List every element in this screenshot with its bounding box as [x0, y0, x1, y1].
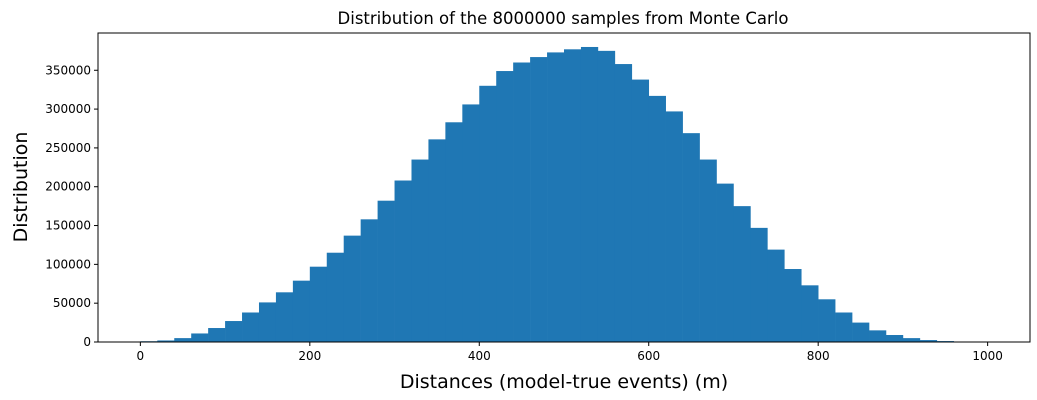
histogram-bar	[902, 338, 921, 342]
y-axis-label: Distribution	[10, 132, 32, 243]
x-tick-label: 400	[468, 349, 491, 363]
histogram-bar	[699, 159, 717, 342]
histogram-bar	[767, 249, 785, 342]
histogram-bar	[665, 111, 683, 342]
x-axis: 0 200 400 600 800 1000	[137, 342, 1003, 363]
histogram-bar	[513, 62, 531, 343]
histogram-bar	[428, 139, 446, 342]
histogram-bar	[411, 159, 429, 342]
y-tick-label: 100000	[45, 257, 91, 271]
histogram-bar	[445, 122, 463, 342]
plot-frame	[97, 32, 1031, 343]
histogram-bars	[140, 46, 988, 343]
histogram-bar	[564, 49, 582, 343]
x-tick-label: 800	[807, 349, 830, 363]
histogram-bar	[682, 133, 700, 342]
histogram-bar	[309, 266, 328, 342]
y-axis: 0 50000 100000 150000 200000 250000 300000 3500…	[45, 63, 98, 349]
histogram-bar	[292, 280, 311, 342]
histogram-bar	[885, 335, 904, 342]
histogram-bar	[462, 104, 480, 342]
histogram-bar	[208, 328, 226, 342]
histogram-bar	[377, 200, 395, 342]
histogram-bar	[614, 64, 633, 343]
histogram-bar	[716, 183, 734, 342]
histogram-bar	[242, 312, 260, 342]
histogram-bar	[835, 312, 853, 342]
histogram-bar	[852, 322, 870, 342]
histogram-bar	[191, 333, 209, 342]
histogram-bar	[580, 46, 599, 342]
histogram-bar	[530, 57, 548, 342]
histogram-bar	[258, 302, 277, 342]
histogram-bar	[157, 340, 175, 342]
x-tick-label: 200	[298, 349, 321, 363]
histogram-bar	[360, 219, 378, 342]
histogram-bar	[479, 85, 497, 342]
y-tick-label: 250000	[45, 141, 91, 155]
histogram-bar	[174, 338, 192, 342]
histogram-bar	[801, 285, 819, 342]
x-axis-label: Distances (model-true events) (m)	[400, 371, 728, 393]
chart-title: Distribution of the 8000000 samples from…	[338, 9, 789, 28]
y-tick-label: 150000	[45, 219, 91, 233]
histogram-bar	[326, 252, 345, 342]
histogram-bar	[869, 330, 887, 342]
histogram-bar	[733, 206, 751, 342]
histogram-bar	[919, 340, 938, 342]
histogram-bar	[496, 71, 514, 342]
y-tick-label: 300000	[45, 102, 91, 116]
histogram-bar	[631, 79, 650, 342]
histogram-bar	[225, 321, 243, 342]
histogram-bar	[394, 180, 412, 342]
histogram-bar	[818, 299, 836, 342]
histogram-bar	[648, 95, 666, 342]
y-tick-label: 350000	[45, 63, 91, 77]
x-tick-label: 0	[137, 349, 145, 363]
histogram-bar	[275, 292, 294, 342]
histogram-bar	[597, 50, 616, 343]
y-tick-label: 0	[83, 335, 91, 349]
x-tick-label: 600	[637, 349, 660, 363]
histogram-bar	[784, 269, 802, 342]
histogram-bar	[343, 235, 361, 342]
y-tick-label: 50000	[53, 296, 91, 310]
y-tick-label: 200000	[45, 180, 91, 194]
x-tick-label: 1000	[972, 349, 1003, 363]
histogram-bar	[547, 52, 565, 342]
histogram-bar	[750, 227, 768, 342]
